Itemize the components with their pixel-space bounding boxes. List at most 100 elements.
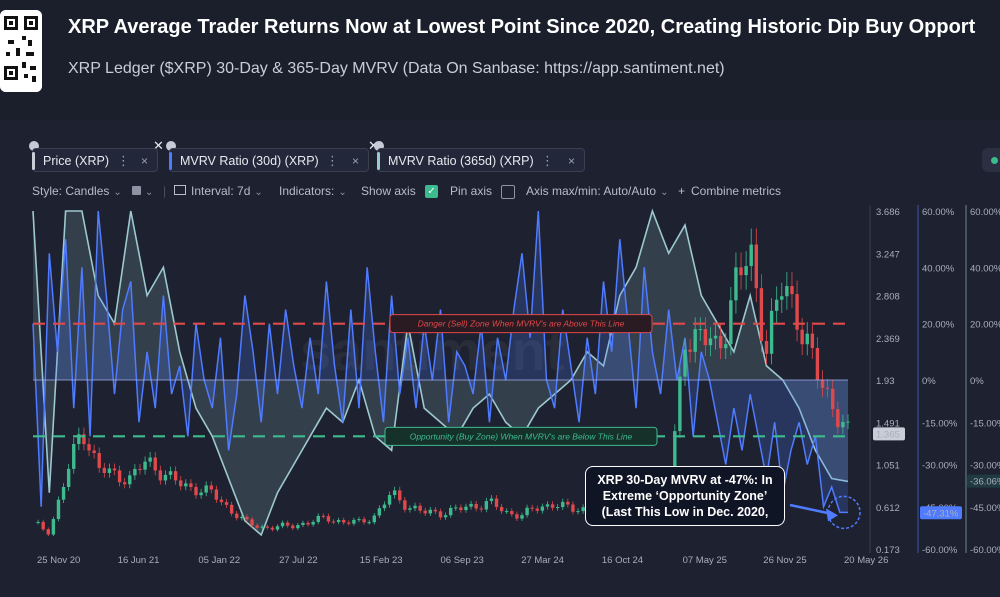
candle-body	[255, 525, 259, 528]
candle-body	[718, 335, 723, 349]
candle-body	[342, 519, 346, 523]
metric-color-bar	[377, 152, 380, 170]
interval-dropdown[interactable]: Interval: 7d ⌄	[174, 184, 263, 198]
candle-body	[678, 376, 682, 432]
remove-icon[interactable]: ×	[141, 154, 149, 168]
candle-body	[128, 475, 132, 485]
candle-body	[199, 492, 203, 496]
candle-body	[769, 310, 774, 354]
callout-arrow	[789, 503, 835, 516]
candle-body	[392, 490, 397, 496]
candle-body	[438, 511, 443, 518]
color-dropdown[interactable]: ⌄	[132, 184, 153, 198]
candle-body	[398, 490, 402, 501]
candle-body	[489, 498, 494, 502]
side-toggle-button[interactable]	[982, 148, 1000, 172]
mvrv-30d-axis-tick: -60.00%	[922, 545, 958, 556]
price-current-badge-bg	[873, 427, 905, 441]
price-current-badge: 1.365	[876, 429, 900, 440]
plus-icon: +	[678, 184, 686, 198]
price-axis-tick: 1.051	[876, 461, 900, 472]
candle-body	[245, 516, 249, 520]
callout-line: Extreme ‘Opportunity Zone’	[602, 489, 768, 503]
candle-body	[265, 526, 270, 528]
price-axis-tick: 3.247	[876, 249, 900, 260]
metric-color-bar	[169, 152, 172, 170]
mvrv-30d-current-badge-bg	[920, 506, 962, 520]
axis-minmax-dropdown[interactable]: Axis max/min: Auto/Auto ⌄	[526, 184, 669, 198]
chevron-down-icon: ⌄	[338, 187, 347, 198]
metric-chip-mvrv-365d[interactable]: MVRV Ratio (365d) (XRP) ⋮ ×	[377, 148, 585, 172]
candle-body	[270, 527, 275, 530]
more-menu-icon[interactable]: ⋮	[326, 153, 339, 168]
candle-body	[545, 504, 550, 507]
pin-axis-toggle[interactable]: Pin axis	[450, 184, 516, 199]
toolbar-divider: |	[163, 184, 167, 198]
price-axis-tick: 3.686	[876, 207, 900, 218]
close-icon[interactable]: ✕	[153, 138, 164, 153]
more-menu-icon[interactable]: ⋮	[117, 153, 130, 168]
candle-body	[724, 344, 728, 349]
candle-body	[754, 244, 759, 289]
candle-body	[443, 515, 448, 518]
checkbox-checked-icon[interactable]: ✓	[425, 185, 439, 199]
candle-body	[219, 499, 224, 503]
checkbox-unchecked-icon[interactable]	[501, 184, 516, 199]
candle-body	[576, 511, 580, 513]
candle-body	[189, 483, 193, 488]
close-icon[interactable]: ✕	[368, 138, 379, 154]
candle-body	[550, 504, 555, 508]
candle-body	[92, 450, 96, 454]
mvrv-30d-series	[32, 210, 848, 514]
candle-body	[484, 501, 489, 510]
candle-body	[403, 500, 407, 510]
candle-body	[673, 431, 677, 495]
candle-body	[367, 522, 371, 524]
style-dropdown[interactable]: Style: Candles ⌄	[32, 184, 122, 198]
candle-body	[102, 467, 107, 473]
chart-canvas[interactable]: santiment Danger (Sell) Zone When MVRV's…	[0, 205, 1000, 575]
candle-body	[229, 504, 234, 514]
candle-body	[749, 244, 753, 267]
metric-chip-mvrv-30d[interactable]: MVRV Ratio (30d) (XRP) ⋮ ×	[169, 148, 369, 172]
price-axis-tick: 1.93	[876, 376, 895, 387]
callout-box: XRP 30-Day MVRV at -47%: In Extreme ‘Opp…	[585, 466, 785, 526]
candle-body	[693, 329, 697, 352]
candle-body	[800, 329, 804, 345]
candle-body	[566, 501, 570, 505]
remove-icon[interactable]: ×	[352, 154, 360, 168]
price-axis-tick: 2.369	[876, 334, 900, 345]
candle-body	[326, 516, 331, 522]
combine-metrics-button[interactable]: + Combine metrics	[678, 184, 782, 198]
show-axis-toggle[interactable]: Show axis ✓	[361, 184, 439, 199]
candle-body	[209, 485, 213, 490]
candle-body	[530, 507, 534, 509]
mvrv-365d-axis-tick: 0%	[970, 376, 984, 387]
price-axis-tick: 0.612	[876, 503, 900, 514]
candle-body	[260, 526, 264, 528]
x-axis-tick: 27 Jul 22	[279, 555, 318, 566]
candle-body	[82, 434, 86, 445]
candle-body	[235, 513, 239, 519]
chevron-down-icon: ⌄	[145, 187, 154, 198]
candle-body	[179, 480, 183, 487]
candle-body	[56, 499, 61, 520]
candle-body	[204, 485, 208, 493]
mvrv-365d-axis-tick: 60.00%	[970, 207, 1000, 218]
candle-body	[377, 508, 382, 516]
remove-icon[interactable]: ×	[568, 154, 576, 168]
mvrv-30d-axis-tick: 20.00%	[922, 320, 955, 331]
candle-body	[520, 515, 524, 519]
chevron-down-icon: ⌄	[660, 187, 669, 198]
candle-body	[347, 522, 351, 524]
mvrv-365d-axis-tick: -30.00%	[970, 461, 1000, 472]
candle-body	[713, 335, 718, 339]
indicators-dropdown[interactable]: Indicators: ⌄	[279, 184, 347, 198]
more-menu-icon[interactable]: ⋮	[541, 153, 554, 168]
candle-body	[382, 504, 387, 509]
candle-body	[459, 507, 463, 511]
price-axis-tick: 2.808	[876, 292, 900, 303]
metric-chip-price[interactable]: Price (XRP) ⋮ ×	[32, 148, 158, 172]
color-swatch-icon	[132, 186, 141, 195]
candle-body	[428, 509, 433, 514]
